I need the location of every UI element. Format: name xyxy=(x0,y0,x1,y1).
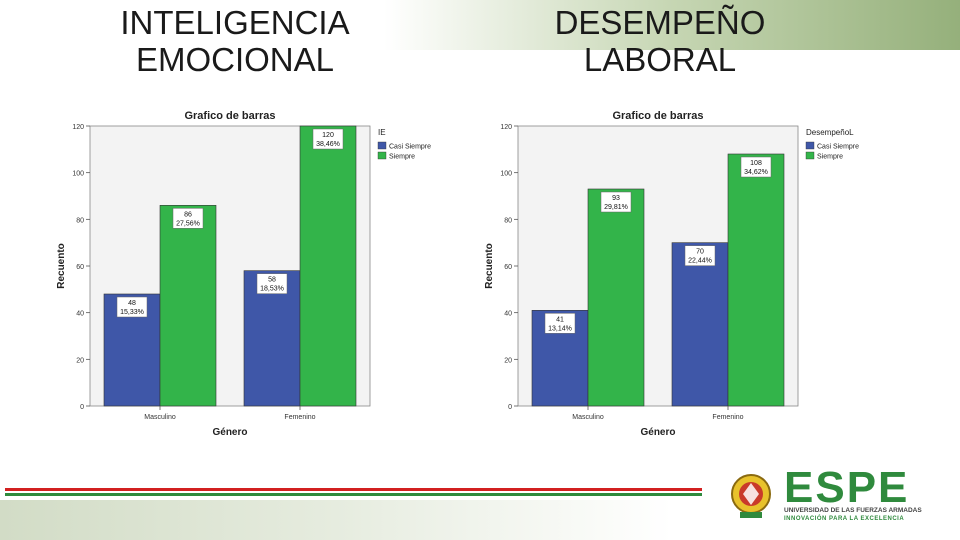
y-tick-label: 20 xyxy=(76,357,84,364)
y-tick-label: 40 xyxy=(76,311,84,318)
green-divider-stripe xyxy=(5,493,702,496)
legend-title: IE xyxy=(378,128,386,137)
bar-siempre-femenino xyxy=(727,153,785,407)
legend-label: Siempre xyxy=(389,154,415,161)
legend-label: Casi Siempre xyxy=(389,144,431,151)
top-header-band xyxy=(0,0,960,50)
data-label-percent: 15,33% xyxy=(120,309,144,316)
y-tick-label: 80 xyxy=(76,217,84,224)
data-label-box xyxy=(684,245,716,266)
data-label-box xyxy=(312,128,344,150)
y-tick-label: 40 xyxy=(504,311,512,318)
x-tick-label: Femenino xyxy=(284,414,315,421)
bar-siempre-femenino xyxy=(299,125,357,407)
data-label-box xyxy=(256,273,288,294)
bar-chart-desempeno-laboral: Grafico de barras 0 20 40 60 80 100 120 41 13,14%… xyxy=(484,110,859,438)
data-label-count: 86 xyxy=(184,211,192,218)
data-label-percent: 22,44% xyxy=(688,258,712,265)
data-label-box xyxy=(172,208,204,229)
y-tick-label: 60 xyxy=(504,264,512,271)
white-divider-stripe xyxy=(5,491,702,493)
chart-title: Grafico de barras xyxy=(612,110,703,122)
y-tick-label: 0 xyxy=(80,404,84,411)
bar-siempre-masculino xyxy=(159,205,217,407)
bottom-footer-band xyxy=(0,500,960,540)
y-tick-label: 100 xyxy=(72,171,84,178)
data-label-box xyxy=(740,156,772,178)
x-axis-label: Género xyxy=(640,427,675,438)
legend-label: Siempre xyxy=(817,154,843,161)
y-tick-label: 0 xyxy=(508,404,512,411)
espe-wordmark: ESPE xyxy=(784,463,910,512)
y-axis-label: Recuento xyxy=(484,243,495,289)
espe-emblem-icon xyxy=(731,474,771,518)
data-label-percent: 34,62% xyxy=(744,169,768,176)
bar-siempre-masculino xyxy=(587,188,645,407)
data-label-box xyxy=(116,296,148,318)
data-label-box xyxy=(600,191,632,213)
title-desempeno-laboral: DESEMPEÑO LABORAL xyxy=(554,4,766,78)
logo-university-name: UNIVERSIDAD DE LAS FUERZAS ARMADAS xyxy=(784,507,922,514)
bar-chart-inteligencia-emocional: Grafico de barras 0 20 40 60 80 100 120 48 15,33%… xyxy=(56,110,431,438)
logo-motto: INNOVACIÓN PARA LA EXCELENCIA xyxy=(784,516,905,522)
legend-label: Casi Siempre xyxy=(817,144,859,151)
data-label-count: 58 xyxy=(268,277,276,284)
y-tick-label: 60 xyxy=(76,264,84,271)
data-label-box xyxy=(544,313,576,334)
data-label-percent: 13,14% xyxy=(548,325,572,332)
title-inteligencia-emocional: INTELIGENCIA EMOCIONAL xyxy=(120,4,350,78)
y-tick-label: 120 xyxy=(500,124,512,131)
legend-swatch xyxy=(377,151,387,160)
x-tick-label: Masculino xyxy=(572,414,604,421)
data-label-percent: 27,56% xyxy=(176,220,200,227)
legend-swatch xyxy=(805,151,815,160)
y-tick-label: 80 xyxy=(504,217,512,224)
bar-casi-siempre-femenino xyxy=(671,242,729,407)
data-label-percent: 18,53% xyxy=(260,286,284,293)
x-tick-label: Masculino xyxy=(144,414,176,421)
data-label-percent: 38,46% xyxy=(316,141,340,148)
y-tick-label: 100 xyxy=(500,171,512,178)
data-label-count: 108 xyxy=(750,160,762,167)
data-label-count: 93 xyxy=(612,195,620,202)
data-label-count: 120 xyxy=(322,132,334,139)
chart-title: Grafico de barras xyxy=(184,110,275,122)
data-label-count: 48 xyxy=(128,300,136,307)
legend-swatch xyxy=(805,141,815,150)
red-divider-stripe xyxy=(5,488,702,491)
x-axis-label: Género xyxy=(212,427,247,438)
espe-logo: ESPE UNIVERSIDAD DE LAS FUERZAS ARMADAS … xyxy=(718,462,948,528)
y-tick-label: 20 xyxy=(504,357,512,364)
legend-title: DesempeñoL xyxy=(806,128,854,137)
data-label-count: 41 xyxy=(556,316,564,323)
x-tick-label: Femenino xyxy=(712,414,743,421)
data-label-count: 70 xyxy=(696,249,704,256)
y-axis-label: Recuento xyxy=(56,243,67,289)
y-tick-label: 120 xyxy=(72,124,84,131)
data-label-percent: 29,81% xyxy=(604,204,628,211)
legend-swatch xyxy=(377,141,387,150)
